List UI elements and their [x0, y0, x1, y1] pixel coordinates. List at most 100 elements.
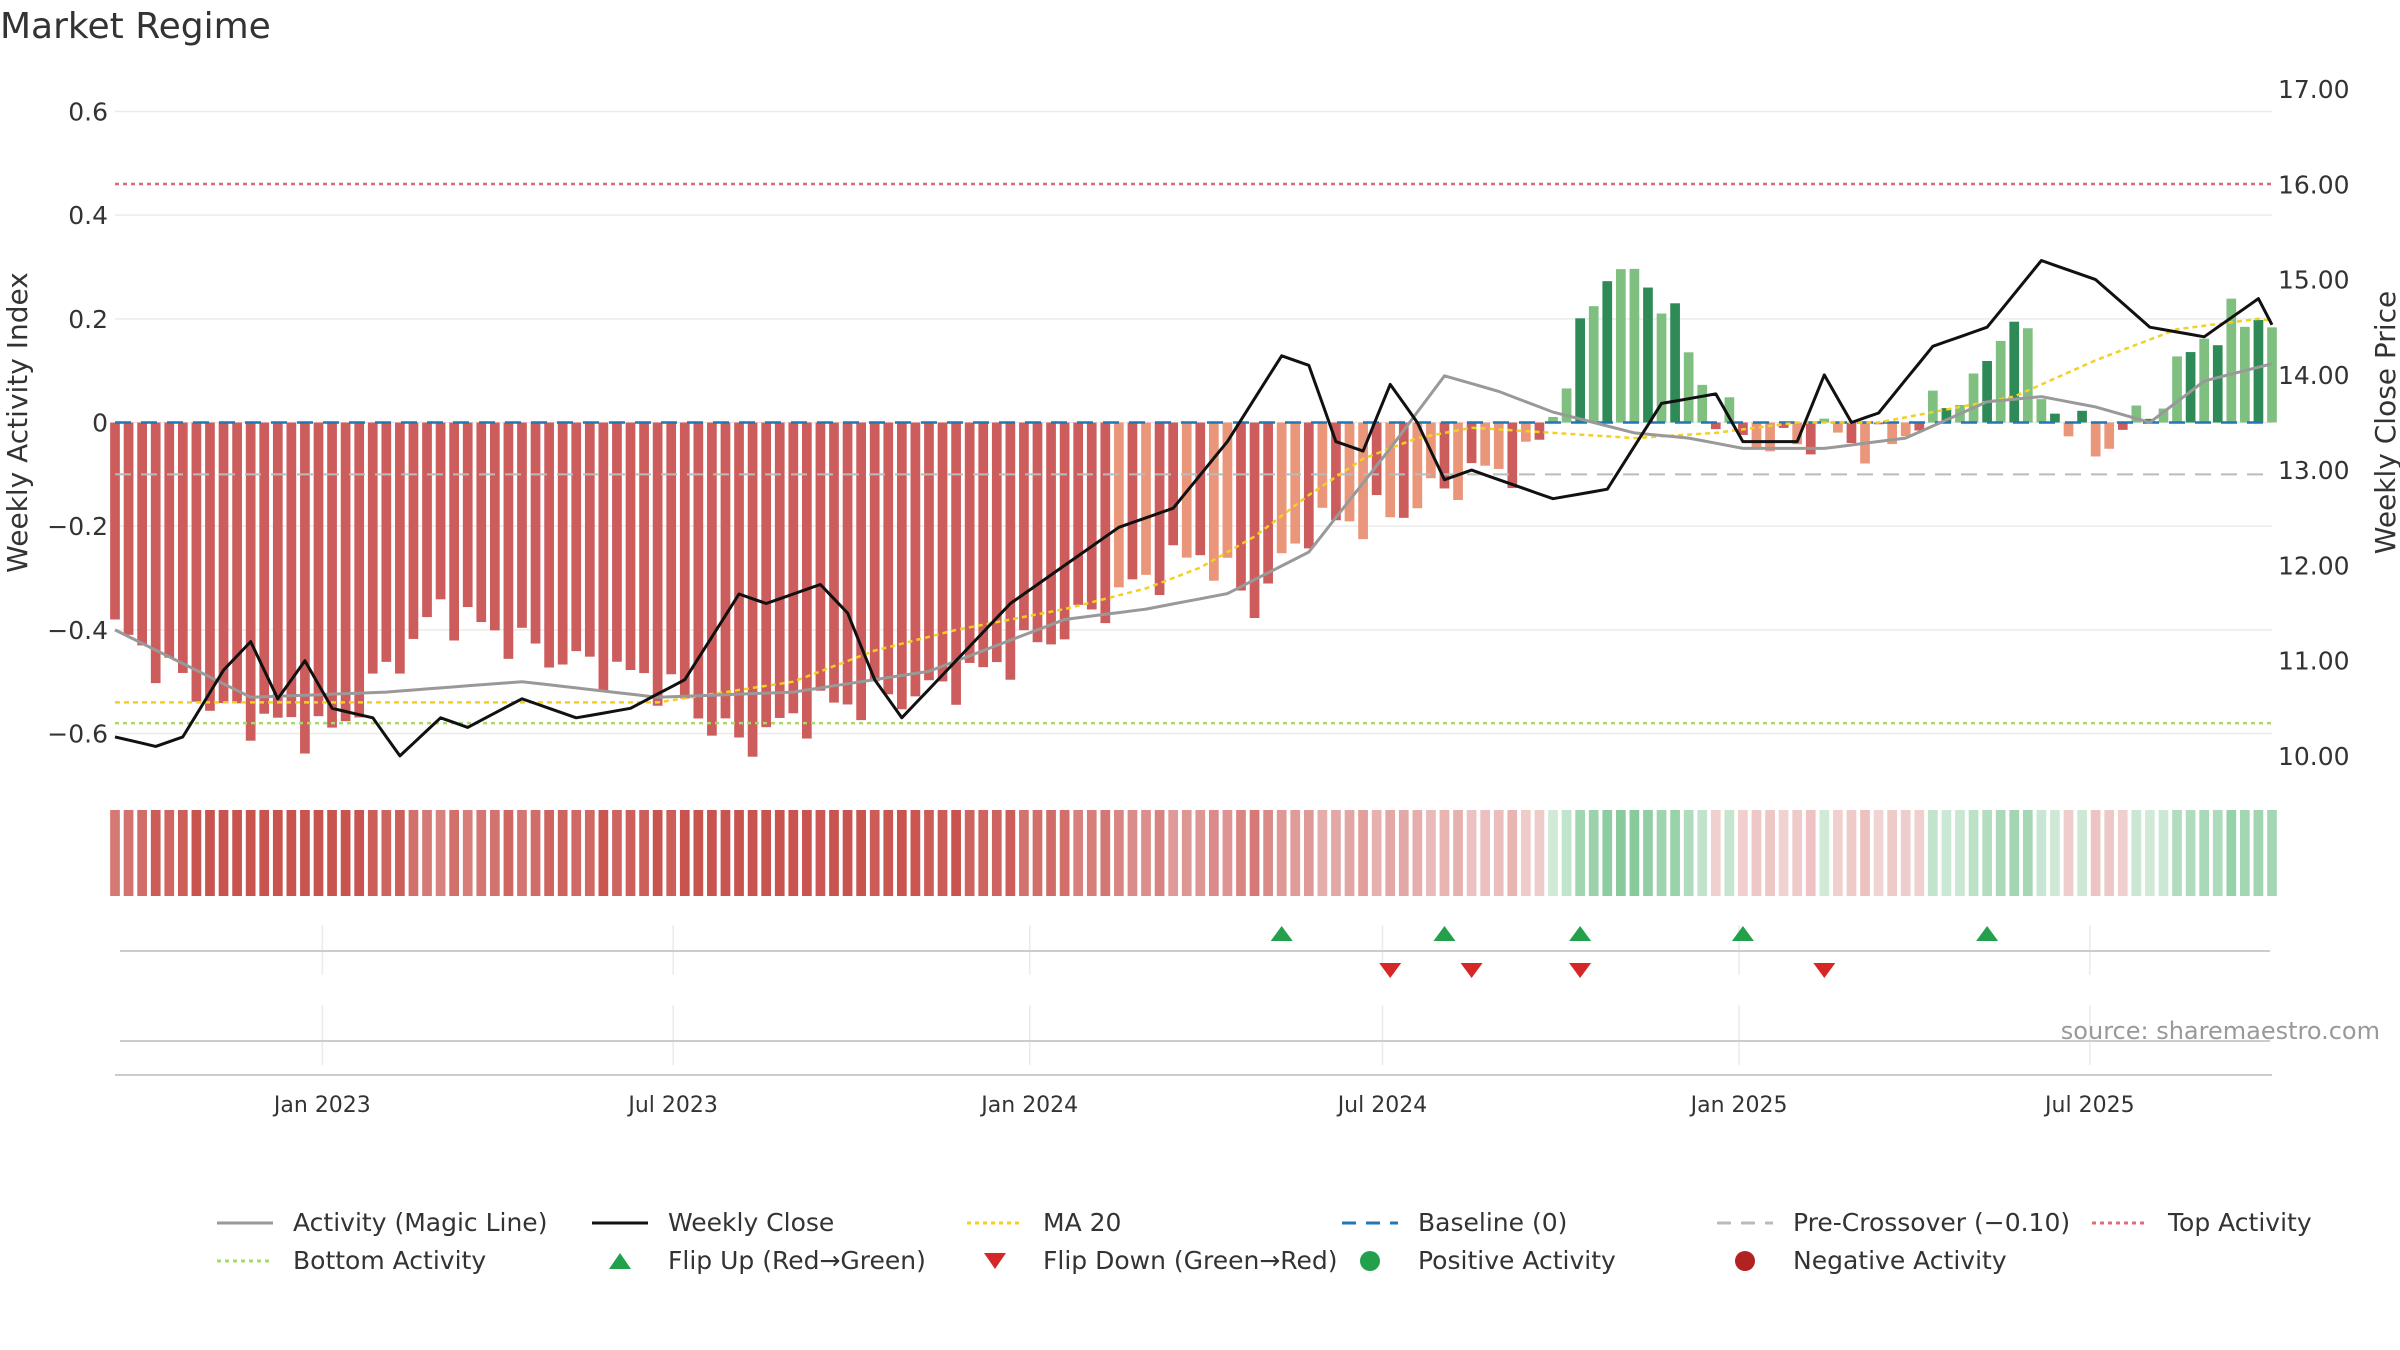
regime-strip-cell — [2226, 810, 2237, 896]
regime-strip-cell — [1629, 810, 1640, 896]
activity-bar — [286, 422, 297, 718]
regime-strip-cell — [1331, 810, 1341, 896]
activity-bar — [1968, 373, 1979, 423]
activity-bar — [2267, 327, 2277, 423]
regime-strip-cell — [327, 810, 337, 896]
regime-strip-cell — [747, 810, 758, 896]
activity-bar — [1615, 269, 1626, 423]
regime-strip-cell — [2185, 810, 2196, 896]
activity-bar — [1398, 422, 1409, 518]
activity-bar — [1575, 318, 1585, 423]
activity-bar — [1222, 422, 1233, 558]
regime-strip-cell — [598, 810, 609, 896]
activity-bar — [1005, 422, 1016, 680]
x-tick-label: Jul 2024 — [1336, 1093, 1428, 1118]
activity-bar — [1602, 281, 1613, 423]
activity-bar — [177, 422, 188, 673]
regime-strip-cell — [612, 810, 622, 896]
activity-bar — [191, 422, 202, 702]
activity-bar — [381, 422, 392, 662]
activity-bar — [2036, 399, 2047, 423]
activity-bar — [1507, 422, 1518, 489]
activity-bar — [1833, 422, 1843, 433]
regime-strip-cell — [2240, 810, 2250, 896]
regime-strip-cell — [286, 810, 297, 896]
activity-bar — [1073, 422, 1084, 605]
activity-bar — [530, 422, 541, 644]
regime-strip-cell — [1982, 810, 1992, 896]
regime-strip-cell — [354, 810, 365, 896]
activity-bar — [951, 422, 961, 705]
regime-strip-cell — [232, 810, 242, 896]
regime-strip-cell — [1290, 810, 1301, 896]
regime-strip-cell — [2158, 810, 2169, 896]
weekly-close-line — [114, 259, 2274, 758]
activity-bar — [1792, 422, 1803, 445]
regime-strip-cell — [937, 810, 948, 896]
regime-strip-cell — [1127, 810, 1138, 896]
activity-bar — [476, 422, 487, 623]
activity-bar — [883, 422, 894, 695]
regime-strip-cell — [1548, 810, 1558, 896]
activity-bar — [829, 422, 839, 703]
activity-bar — [1819, 418, 1830, 423]
activity-bar — [110, 422, 120, 620]
activity-bar — [2131, 405, 2142, 423]
regime-strip-cell — [340, 810, 351, 896]
y-right-axis-label: Weekly Close Price — [2369, 291, 2400, 554]
x-tick-label: Jan 2024 — [979, 1093, 1078, 1118]
activity-bar — [2212, 345, 2223, 423]
activity-bar — [1710, 422, 1721, 430]
activity-bar — [815, 422, 826, 691]
regime-strip-cell — [1738, 810, 1748, 896]
axes: −0.6 −0.4 −0.2 0 0.2 0.4 0.6 10.00 11.00 12.00 13.… — [1, 75, 2400, 1118]
regime-strip-cell — [313, 810, 324, 896]
activity-bar — [625, 422, 636, 671]
y-left-tick-label: 0.6 — [68, 97, 108, 126]
activity-bar — [1303, 422, 1314, 549]
regime-strip-cell — [137, 810, 147, 896]
x-tick-label: Jan 2023 — [272, 1093, 371, 1118]
activity-bar — [774, 422, 785, 718]
regime-strip-cell — [1521, 810, 1531, 896]
regime-strip-cell — [1181, 810, 1192, 896]
regime-strip-cell — [1778, 810, 1789, 896]
activity-bar — [1236, 422, 1246, 591]
regime-strip-cell — [408, 810, 419, 896]
regime-strip-cell — [530, 810, 541, 896]
activity-bar — [2117, 422, 2128, 430]
activity-bar — [2077, 410, 2087, 423]
activity-bar — [896, 422, 907, 710]
activity-bar — [2172, 356, 2182, 423]
regime-strip-cell — [435, 810, 446, 896]
activity-bar — [503, 422, 514, 659]
regime-strip-cell — [218, 810, 229, 896]
y-left-tick-label: −0.4 — [47, 616, 108, 645]
activity-bar — [856, 422, 866, 721]
activity-bar — [395, 422, 405, 674]
activity-bar — [1208, 422, 1219, 581]
activity-bar — [1371, 422, 1382, 496]
regime-strip-cell — [1955, 810, 1965, 896]
regime-strip-cell — [1344, 810, 1355, 896]
activity-bar — [1412, 422, 1423, 509]
regime-strip-cell — [734, 810, 744, 896]
regime-strip-cell — [1154, 810, 1165, 896]
activity-bar — [1778, 422, 1789, 428]
regime-strip-cell — [1100, 810, 1111, 896]
regime-strip-cell — [883, 810, 894, 896]
regime-strip-cell — [761, 810, 772, 896]
regime-strip-cell — [910, 810, 921, 896]
regime-strip-cell — [856, 810, 866, 896]
regime-strip-cell — [1412, 810, 1423, 896]
regime-strip-cell — [1073, 810, 1084, 896]
regime-strip-cell — [1493, 810, 1504, 896]
activity-bar — [1982, 360, 1992, 423]
activity-bar — [2185, 352, 2196, 423]
regime-strip-cell — [1059, 810, 1070, 896]
regime-strip-cell — [978, 810, 989, 896]
regime-strip-cell — [1222, 810, 1233, 896]
regime-strip-cell — [381, 810, 392, 896]
regime-strip-cell — [1792, 810, 1803, 896]
x-tick-label: Jan 2025 — [1689, 1093, 1788, 1118]
